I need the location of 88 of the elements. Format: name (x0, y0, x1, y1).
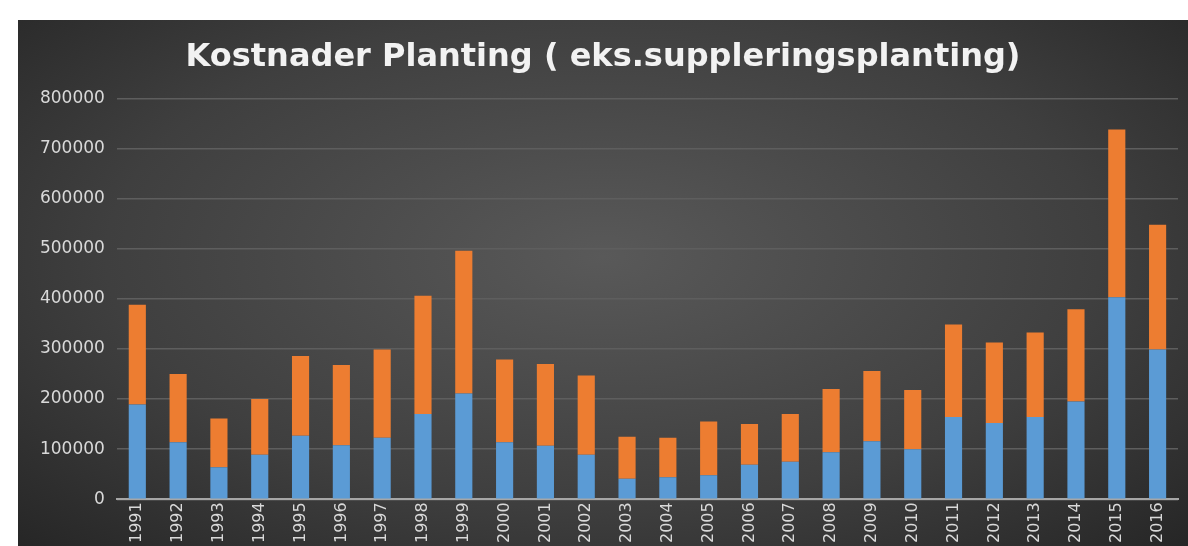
x-tick-label: 1993 (208, 502, 228, 543)
bar (985, 342, 1003, 424)
y-tick-label: 100000 (39, 437, 105, 458)
x-tick-label: 2002 (575, 502, 595, 543)
bar (1026, 332, 1044, 418)
bar (169, 442, 187, 499)
x-tick-label: 2014 (1065, 502, 1085, 543)
y-tick-label: 700000 (39, 136, 105, 157)
bar (1067, 309, 1085, 402)
x-tick-label: 2007 (779, 502, 799, 543)
y-tick-label: 600000 (39, 187, 105, 208)
bar (618, 478, 636, 499)
x-tick-label: 1995 (289, 502, 309, 543)
bar (128, 304, 146, 405)
bar (740, 464, 759, 499)
x-tick-label: 2006 (738, 502, 758, 543)
bar (740, 424, 759, 465)
y-tick-label: 400000 (39, 287, 105, 308)
x-tick-label: 2005 (697, 502, 717, 543)
y-tick-label: 800000 (39, 86, 105, 107)
bar (1149, 349, 1167, 499)
bar (822, 389, 840, 453)
bar (291, 355, 310, 436)
bar (659, 477, 677, 499)
bar (1067, 401, 1085, 499)
bar (618, 436, 636, 479)
x-tick-label: 2009 (861, 502, 881, 543)
bar (577, 454, 595, 499)
bar (210, 418, 228, 468)
bar (332, 445, 350, 499)
chart-title: Kostnader Planting ( eks.suppleringsplanting) (185, 35, 1021, 74)
bar (700, 421, 718, 476)
x-tick-label: 2003 (616, 502, 636, 543)
x-tick-label: 2008 (820, 502, 840, 543)
bar (1108, 297, 1126, 499)
bar (455, 250, 473, 394)
bar (944, 417, 963, 499)
x-tick-label: 2001 (534, 502, 554, 543)
bar (1149, 224, 1167, 350)
bar (373, 349, 391, 438)
bar (700, 475, 718, 499)
x-tick-label: 1991 (126, 502, 146, 543)
x-tick-label: 2000 (493, 502, 513, 543)
bar (414, 414, 432, 499)
bar (455, 393, 473, 499)
bar (373, 437, 391, 499)
y-tick-label: 500000 (39, 237, 105, 258)
bar (291, 435, 310, 499)
x-tick-label: 1994 (248, 502, 268, 543)
bar (496, 359, 514, 443)
bar (944, 324, 963, 418)
x-tick-label: 2011 (942, 502, 962, 543)
y-tick-label: 300000 (39, 337, 105, 358)
bar (128, 404, 146, 499)
bar (251, 454, 269, 499)
x-tick-label: 2013 (1024, 502, 1044, 543)
x-tick-label: 2010 (901, 502, 921, 543)
x-tick-label: 1997 (371, 502, 391, 543)
bar (536, 445, 554, 499)
bar (251, 399, 269, 455)
bar (169, 374, 187, 443)
bar (863, 371, 881, 442)
x-tick-label: 2012 (983, 502, 1003, 543)
bar (577, 375, 595, 455)
x-tick-label: 1996 (330, 502, 350, 543)
bar (414, 295, 432, 415)
bar (659, 437, 677, 478)
bar (332, 364, 350, 446)
x-tick-label: 2004 (657, 502, 677, 543)
x-tick-label: 1998 (412, 502, 432, 543)
bar (781, 461, 799, 499)
bar (781, 414, 799, 462)
bar (863, 441, 881, 499)
bar (496, 442, 514, 499)
x-tick-label: 2015 (1105, 502, 1125, 543)
bar (1026, 417, 1044, 499)
x-tick-label: 1992 (167, 502, 187, 543)
bar (985, 423, 1003, 499)
y-tick-label: 200000 (39, 387, 105, 408)
x-tick-label: 2016 (1146, 502, 1166, 543)
x-tick-label: 1999 (452, 502, 472, 543)
bar (536, 363, 554, 446)
bar (1108, 129, 1126, 298)
y-tick-label: 0 (94, 487, 105, 508)
bar (822, 452, 840, 499)
bar (904, 390, 922, 450)
bar (210, 467, 228, 499)
bar (904, 449, 922, 499)
